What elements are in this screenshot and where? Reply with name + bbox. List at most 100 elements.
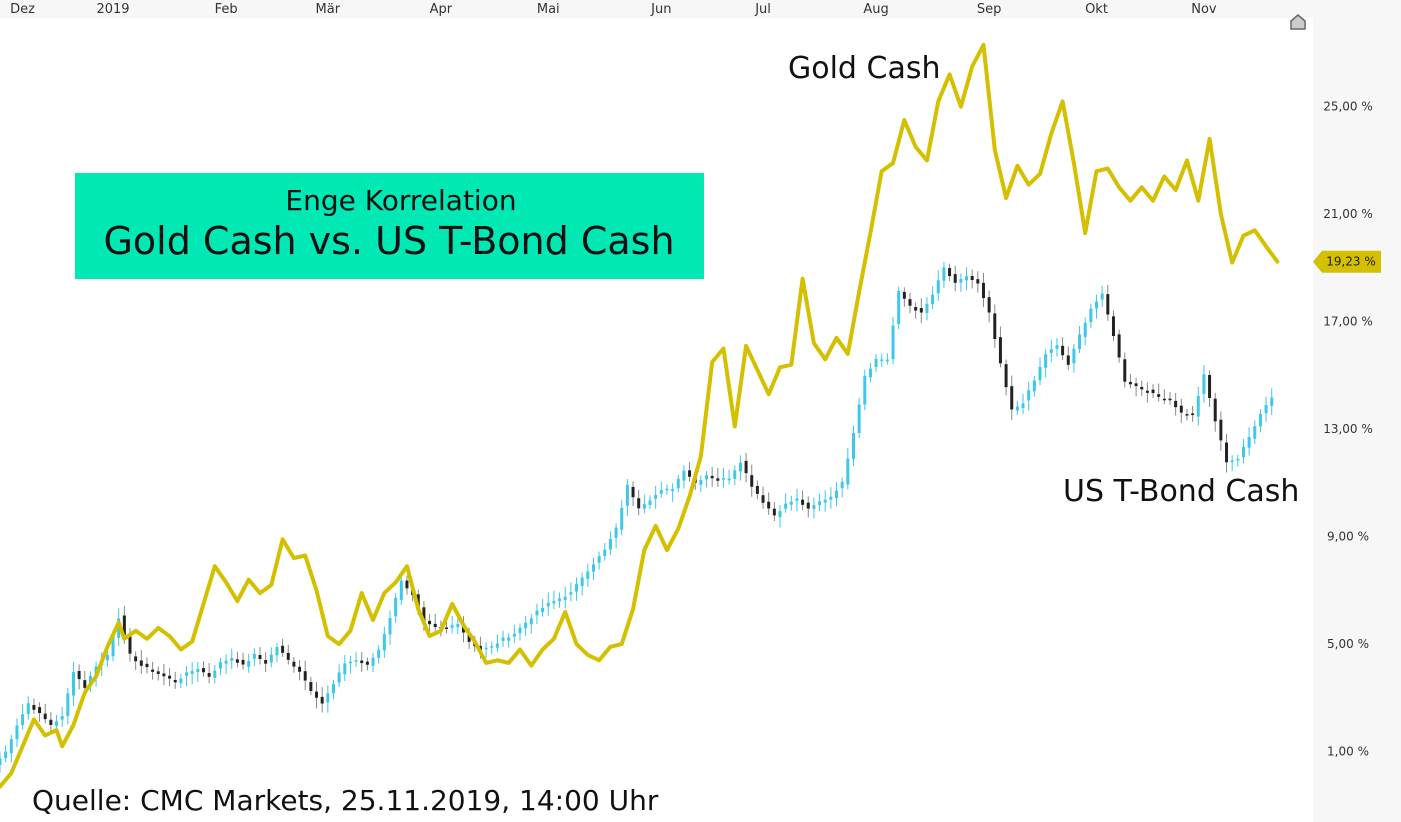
- y-tick-label: 1,00 %: [1327, 745, 1369, 759]
- bond-candle: [21, 704, 25, 730]
- bond-candle: [139, 649, 143, 674]
- bond-candle: [823, 490, 827, 512]
- series-label-gold: Gold Cash: [788, 51, 941, 86]
- bond-candle: [77, 664, 81, 690]
- bond-candle: [789, 495, 793, 511]
- x-tick-label: Dez: [10, 2, 35, 17]
- bond-candle: [648, 495, 652, 510]
- bond-candle: [846, 447, 850, 490]
- chart-title: Gold Cash vs. US T-Bond Cash: [103, 219, 674, 263]
- y-tick-label: 17,00 %: [1323, 315, 1373, 329]
- bond-candle: [959, 273, 963, 292]
- bond-candle: [377, 645, 381, 664]
- bond-candle: [993, 304, 997, 348]
- bond-candle: [1270, 388, 1274, 415]
- bond-candle: [767, 492, 771, 515]
- bond-candle: [15, 718, 19, 747]
- bond-candle: [874, 353, 878, 373]
- bond-candle: [1213, 392, 1217, 432]
- bond-candle: [721, 468, 725, 488]
- bond-candle: [38, 702, 42, 722]
- x-tick-label: Feb: [215, 2, 238, 17]
- bond-candle: [631, 481, 635, 507]
- bond-candle: [569, 582, 573, 602]
- x-tick-label: Jun: [650, 2, 671, 17]
- bond-candle: [456, 615, 460, 635]
- bond-candle: [71, 662, 75, 706]
- bond-candle: [247, 653, 251, 673]
- bond-candle: [1044, 349, 1048, 378]
- y-tick-label: 25,00 %: [1323, 100, 1373, 114]
- bond-candle: [705, 470, 709, 488]
- y-tick-label: 5,00 %: [1327, 637, 1369, 651]
- bond-candle: [761, 486, 765, 509]
- bond-candle: [1196, 386, 1200, 426]
- bond-candle: [727, 469, 731, 485]
- bond-candle: [699, 475, 703, 493]
- bond-candle: [1038, 357, 1042, 386]
- bond-candle: [914, 302, 918, 319]
- bond-candle: [981, 272, 985, 307]
- bond-candle: [207, 663, 211, 684]
- bond-candle: [835, 482, 839, 507]
- bond-candle: [970, 269, 974, 289]
- bond-candle: [1236, 454, 1240, 467]
- bond-candle: [179, 673, 183, 689]
- bond-candle: [1134, 377, 1138, 397]
- bond-candle: [1151, 384, 1155, 398]
- bond-candle: [840, 477, 844, 498]
- bond-candle: [772, 502, 776, 522]
- bond-candle: [518, 623, 522, 641]
- bond-candle: [812, 497, 816, 519]
- bond-candle: [897, 286, 901, 330]
- source-note: Quelle: CMC Markets, 25.11.2019, 14:00 U…: [32, 784, 659, 817]
- bond-candle: [1264, 396, 1268, 422]
- bond-candle: [750, 464, 754, 497]
- bond-candle: [405, 575, 409, 595]
- bond-candle: [1174, 392, 1178, 416]
- bond-candle: [371, 652, 375, 673]
- bond-candle: [755, 480, 759, 500]
- bond-candle: [953, 265, 957, 292]
- bond-candle: [936, 270, 940, 301]
- bond-candle: [495, 634, 499, 653]
- bond-candle: [258, 647, 262, 665]
- bond-candle: [156, 666, 160, 681]
- bond-candle: [49, 712, 53, 731]
- bond-candle: [665, 484, 669, 495]
- bond-candle: [281, 638, 285, 657]
- bond-candle: [625, 479, 629, 517]
- bond-candle: [1106, 284, 1110, 321]
- bond-candle: [857, 397, 861, 439]
- bond-candle: [637, 489, 641, 516]
- bond-candle: [32, 698, 36, 715]
- y-tick-label: 13,00 %: [1323, 422, 1373, 436]
- bond-candle: [1015, 400, 1019, 416]
- bond-candle: [987, 290, 991, 323]
- bond-candle: [818, 493, 822, 512]
- bond-candle: [286, 644, 290, 665]
- bond-candle: [365, 657, 369, 671]
- bond-candle: [1055, 337, 1059, 357]
- bond-candle: [173, 671, 177, 689]
- bond-candle: [744, 452, 748, 483]
- bond-candle: [394, 593, 398, 623]
- bond-candle: [501, 630, 505, 647]
- bond-candle: [490, 641, 494, 655]
- x-axis: Dez 2019 Feb Mär Apr Mai Jun Jul Aug Sep Okt Nov: [10, 2, 1217, 17]
- y-tick-label: 9,00 %: [1327, 530, 1369, 544]
- bond-candle: [891, 316, 895, 365]
- bond-candle: [738, 455, 742, 481]
- bond-candle: [264, 652, 268, 673]
- bond-candle: [654, 485, 658, 509]
- bond-candle: [880, 353, 884, 367]
- home-icon[interactable]: [1290, 14, 1306, 30]
- bond-candle: [1157, 383, 1161, 402]
- bond-candle: [642, 494, 646, 514]
- bond-candle: [608, 531, 612, 556]
- bond-candle: [507, 633, 511, 648]
- bond-candle: [733, 465, 737, 486]
- bond-candle: [241, 652, 245, 670]
- bond-candle: [1202, 364, 1206, 403]
